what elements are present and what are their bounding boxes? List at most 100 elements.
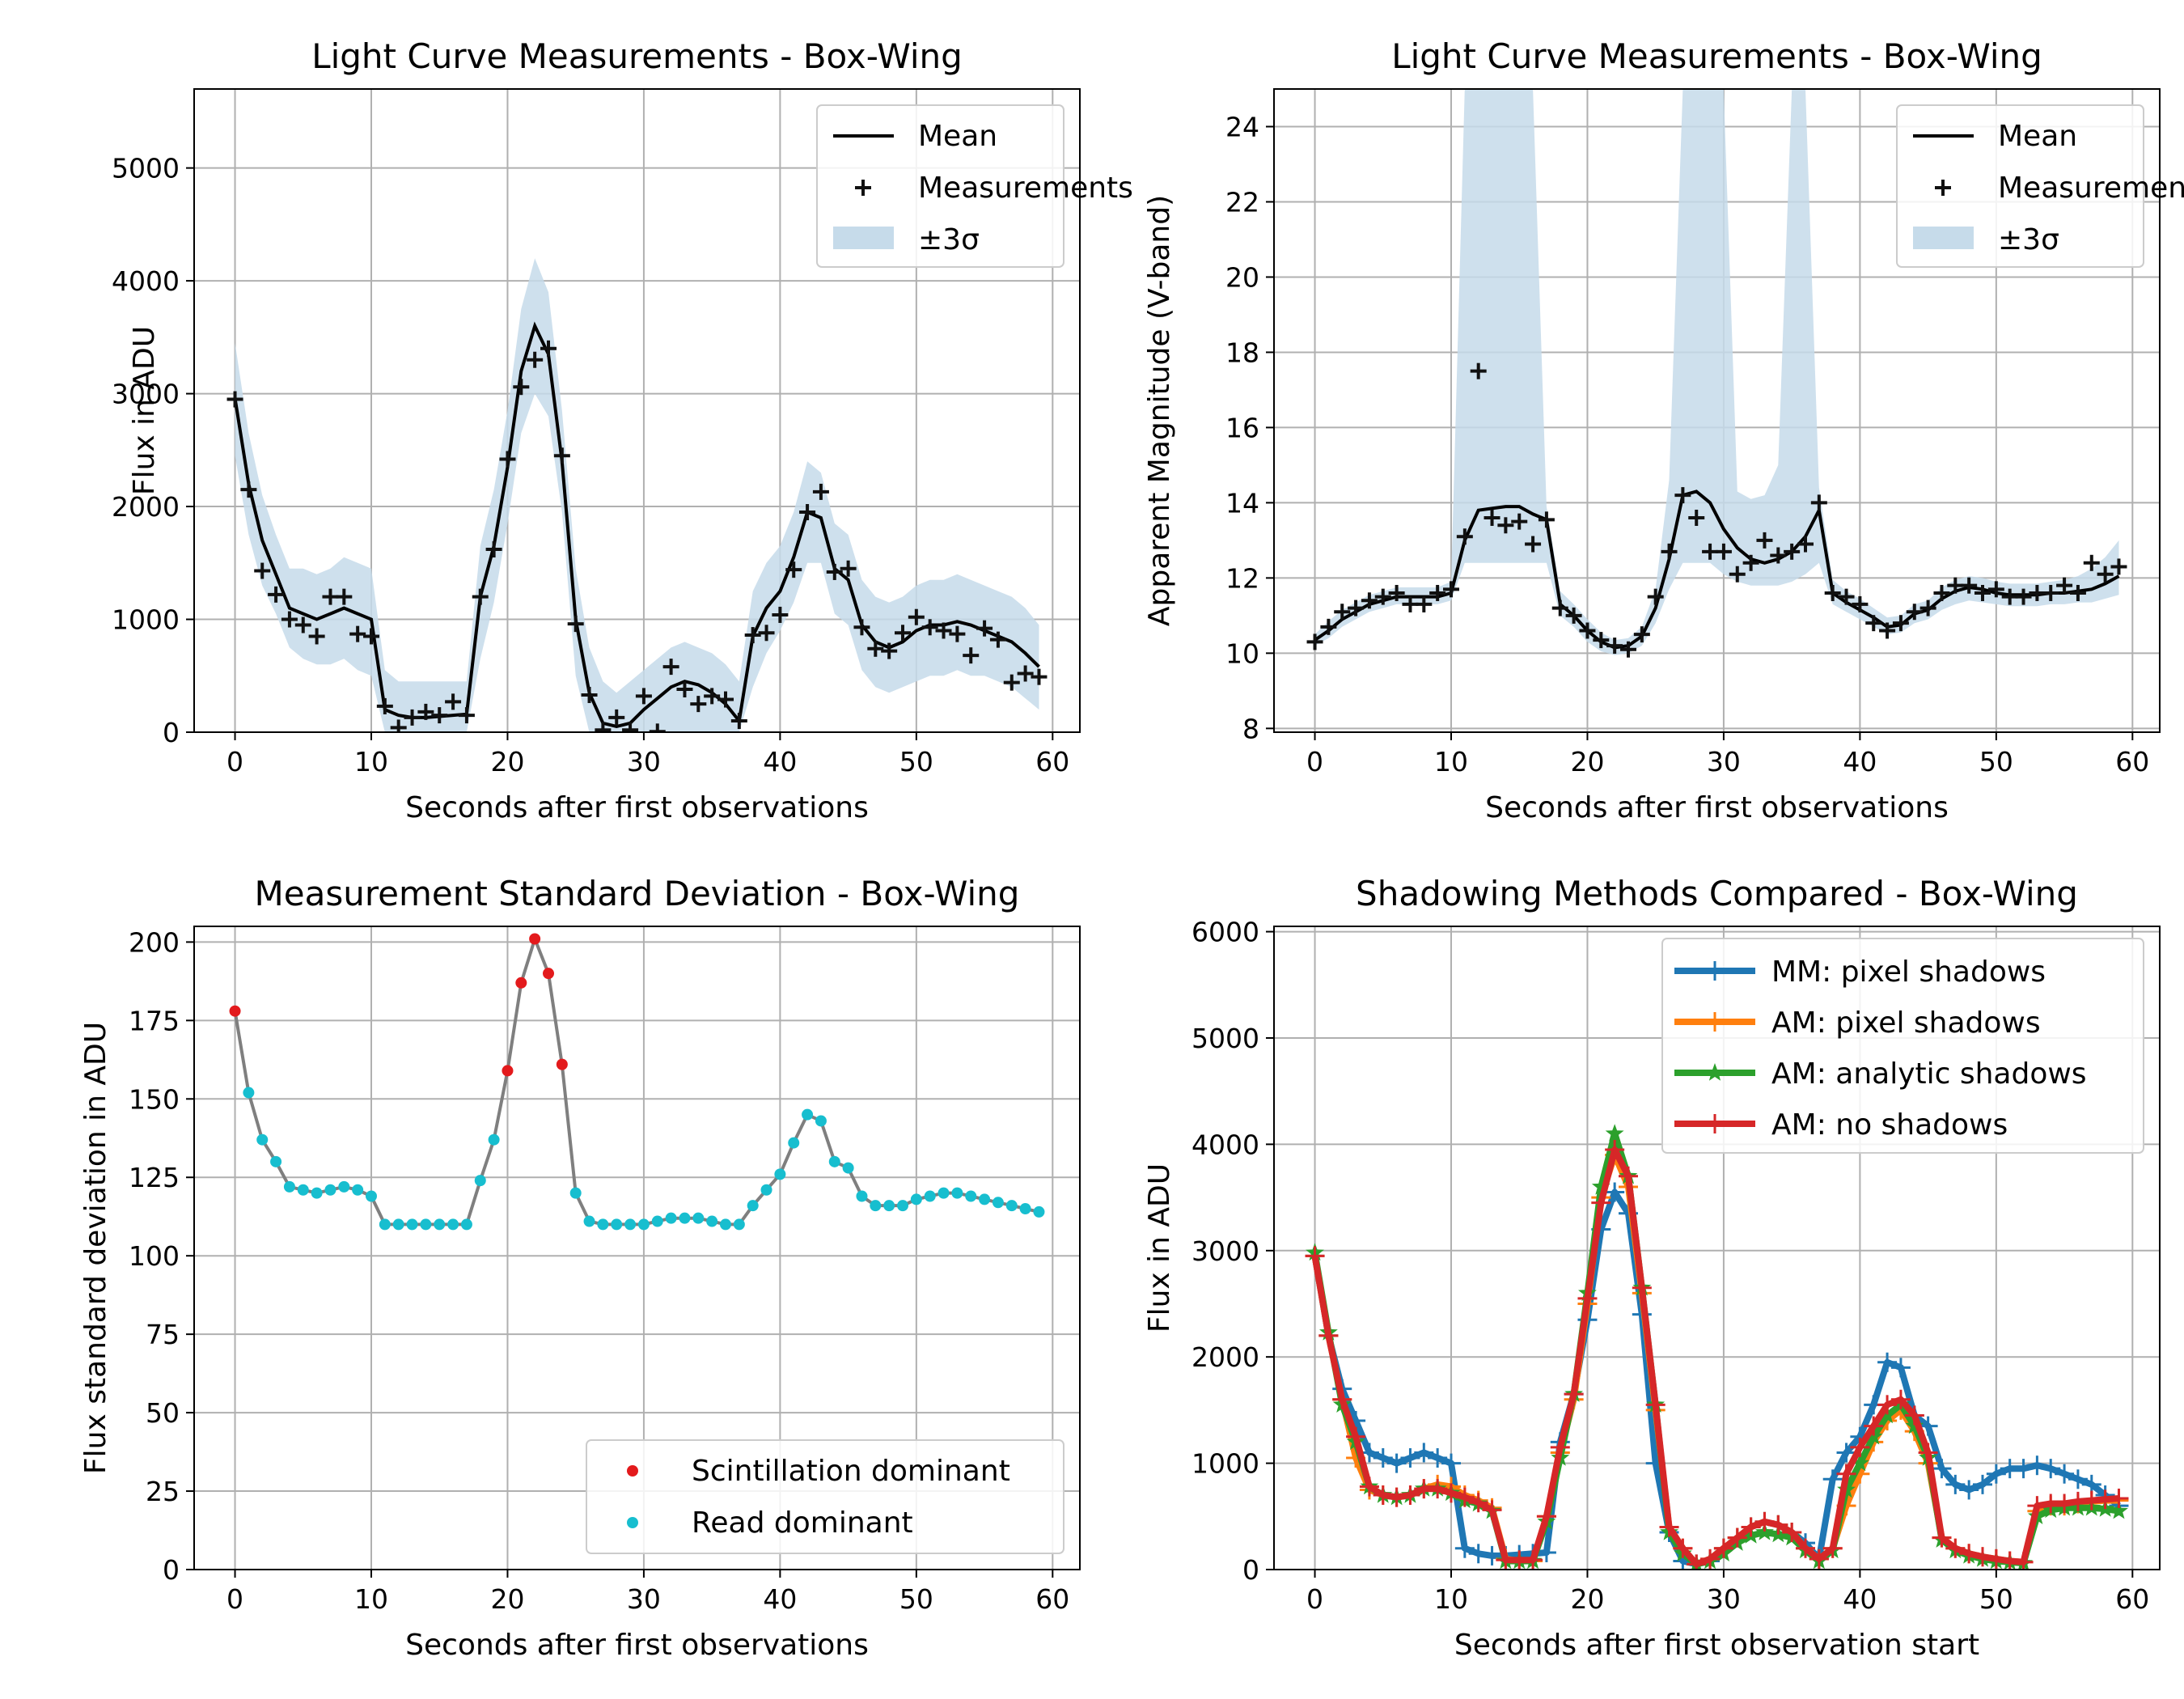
y-tick-label: 0 bbox=[163, 717, 180, 748]
y-tick-label: 6000 bbox=[1191, 917, 1259, 948]
legend-label: Read dominant bbox=[692, 1506, 913, 1540]
chart-title: Measurement Standard Deviation - Box-Win… bbox=[255, 874, 1020, 913]
read-point bbox=[802, 1108, 814, 1121]
x-tick-label: 10 bbox=[354, 746, 388, 777]
axes-frame bbox=[193, 88, 1081, 733]
x-tick-label: 20 bbox=[490, 1583, 524, 1615]
read-point bbox=[828, 1155, 840, 1167]
read-point bbox=[1005, 1200, 1018, 1212]
y-tick-label: 175 bbox=[129, 1005, 180, 1036]
y-axis-label: Flux standard deviation in ADU bbox=[79, 1022, 112, 1474]
x-axis-label: Seconds after first observations bbox=[1485, 791, 1949, 824]
x-tick-label: 10 bbox=[354, 1583, 388, 1615]
y-tick-label: 3000 bbox=[1191, 1235, 1259, 1267]
x-tick-label: 20 bbox=[490, 746, 524, 777]
y-tick-label: 0 bbox=[163, 1554, 180, 1586]
plot-area bbox=[1305, 1124, 2129, 1570]
panel-4: 0 10 20 30 40 50 60 0 1000 2000 3000 4000 5000 6000 Sh… bbox=[1143, 874, 2161, 1662]
series-marker bbox=[1851, 1453, 1869, 1472]
read-point bbox=[447, 1218, 459, 1231]
legend-label: Mean bbox=[1998, 120, 2077, 153]
read-point bbox=[270, 1155, 282, 1167]
read-point bbox=[692, 1212, 705, 1224]
read-point bbox=[366, 1190, 377, 1202]
x-axis-label: Seconds after first observations bbox=[405, 791, 869, 824]
x-tick-label: 60 bbox=[1035, 1583, 1069, 1615]
read-point bbox=[1019, 1203, 1031, 1215]
x-tick-label: 40 bbox=[763, 1583, 797, 1615]
read-point bbox=[1033, 1205, 1045, 1218]
series-marker bbox=[1877, 1405, 1897, 1424]
y-tick-label: 10 bbox=[1225, 638, 1259, 669]
x-tick-label: 40 bbox=[1843, 746, 1877, 777]
series-line bbox=[1311, 1188, 2121, 1568]
x-tick-label: 20 bbox=[1570, 746, 1604, 777]
read-point bbox=[938, 1187, 950, 1199]
read-point bbox=[651, 1215, 663, 1227]
x-tick-label: 10 bbox=[1434, 746, 1468, 777]
read-point bbox=[897, 1200, 908, 1212]
y-tick-label: 125 bbox=[129, 1162, 180, 1193]
read-point bbox=[760, 1184, 772, 1196]
read-point bbox=[243, 1087, 255, 1099]
x-tick-label: 0 bbox=[226, 746, 243, 777]
panel-3: 0 10 20 30 40 50 60 0 25 50 75 100 125 150 175 200 Measu… bbox=[79, 874, 1081, 1662]
legend-label: MM: pixel shadows bbox=[1771, 955, 2046, 989]
x-tick-label: 40 bbox=[1843, 1583, 1877, 1615]
x-tick-label: 10 bbox=[1434, 1583, 1468, 1615]
read-point bbox=[924, 1190, 936, 1202]
read-point bbox=[665, 1212, 677, 1224]
x-tick-label: 40 bbox=[763, 746, 797, 777]
y-tick-label: 100 bbox=[129, 1240, 180, 1272]
y-tick-label: 4000 bbox=[112, 265, 180, 297]
x-tick-label: 60 bbox=[2115, 1583, 2149, 1615]
read-point bbox=[434, 1218, 446, 1231]
y-tick-label: 24 bbox=[1225, 111, 1259, 142]
read-point bbox=[474, 1175, 486, 1187]
read-point bbox=[583, 1215, 595, 1227]
read-point bbox=[733, 1218, 745, 1231]
read-point bbox=[842, 1162, 854, 1174]
y-tick-label: 18 bbox=[1225, 337, 1259, 368]
x-tick-label: 60 bbox=[2115, 746, 2149, 777]
read-point bbox=[379, 1218, 391, 1231]
panel-2: 0 10 20 30 40 50 60 8 10 12 14 16 18 20 22 24 Light Curv… bbox=[1143, 36, 2184, 824]
y-tick-label: 8 bbox=[1242, 713, 1259, 744]
panel-1: 0 10 20 30 40 50 60 0 1000 2000 3000 4000 5000 Light … bbox=[112, 36, 1133, 824]
x-tick-label: 30 bbox=[1707, 746, 1741, 777]
x-tick-label: 20 bbox=[1570, 1583, 1604, 1615]
x-tick-label: 30 bbox=[627, 1583, 661, 1615]
read-point bbox=[297, 1184, 309, 1196]
read-point bbox=[597, 1218, 609, 1231]
legend-label: AM: analytic shadows bbox=[1771, 1057, 2087, 1091]
read-point bbox=[965, 1190, 977, 1202]
x-tick-label: 50 bbox=[899, 746, 933, 777]
read-point bbox=[720, 1218, 731, 1231]
legend-label: AM: pixel shadows bbox=[1771, 1006, 2041, 1040]
y-tick-label: 3000 bbox=[112, 379, 180, 410]
read-point bbox=[256, 1133, 269, 1146]
sigma-band bbox=[1314, 89, 2119, 655]
read-point bbox=[870, 1200, 882, 1212]
y-tick-label: 2000 bbox=[1191, 1341, 1259, 1373]
scintillation-point bbox=[515, 977, 527, 989]
legend-label: ±3σ bbox=[918, 223, 980, 256]
axes-frame bbox=[1273, 88, 2161, 733]
y-tick-label: 4000 bbox=[1191, 1129, 1259, 1160]
legend-label: ±3σ bbox=[1998, 223, 2059, 256]
y-axis-label: Flux in ADU bbox=[1143, 1163, 1176, 1333]
legend-label: Measurements bbox=[918, 172, 1133, 205]
y-tick-label: 16 bbox=[1225, 412, 1259, 443]
y-tick-label: 12 bbox=[1225, 562, 1259, 594]
plot-area bbox=[1306, 89, 2127, 658]
y-axis-label: Flux in ADU bbox=[128, 326, 161, 495]
axes-frame bbox=[193, 926, 1081, 1570]
x-tick-label: 30 bbox=[627, 746, 661, 777]
chart-title: Light Curve Measurements - Box-Wing bbox=[1391, 36, 2042, 76]
legend-label: Measurements bbox=[1998, 172, 2184, 205]
y-tick-label: 0 bbox=[1242, 1554, 1259, 1586]
read-point bbox=[883, 1200, 895, 1212]
read-point bbox=[352, 1184, 364, 1196]
read-point bbox=[992, 1197, 1004, 1209]
x-tick-label: 0 bbox=[1306, 1583, 1323, 1615]
